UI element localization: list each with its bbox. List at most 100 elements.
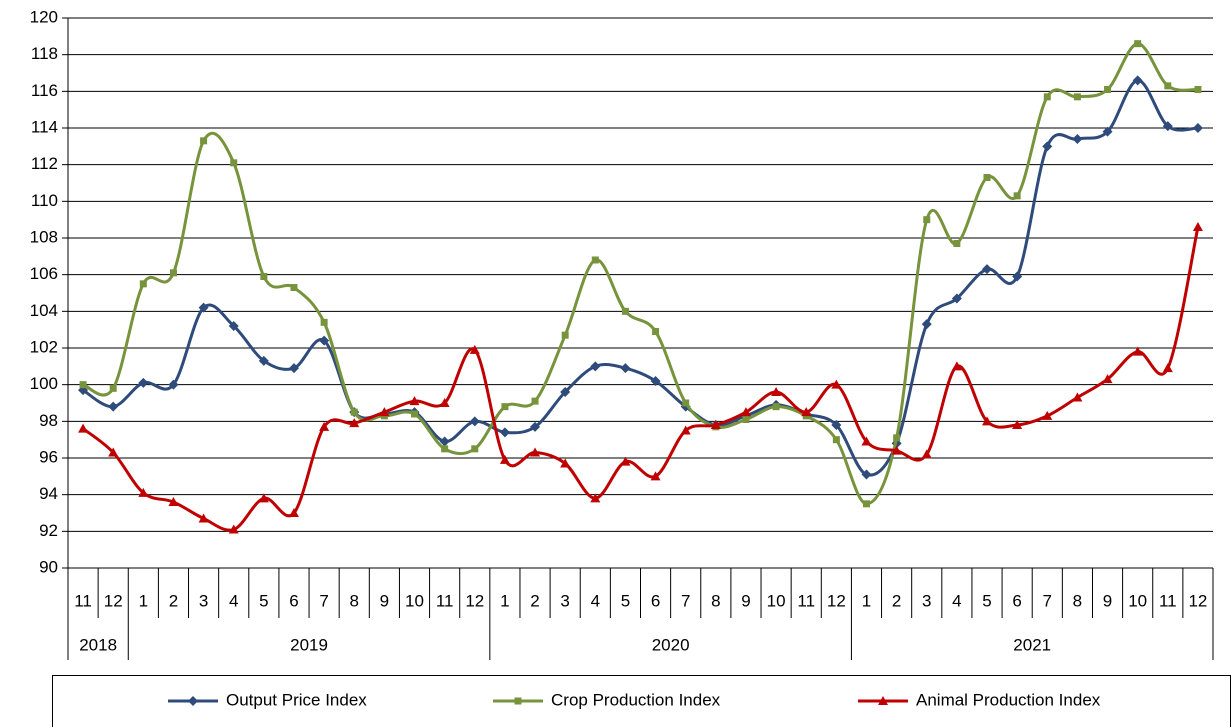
x-tick-label: 11 <box>797 591 815 610</box>
marker <box>801 407 812 417</box>
marker <box>169 269 177 277</box>
marker <box>620 363 631 374</box>
marker <box>560 387 571 397</box>
marker <box>228 321 239 331</box>
marker <box>188 696 198 706</box>
marker <box>861 436 872 446</box>
marker <box>514 697 522 705</box>
marker <box>590 493 601 503</box>
marker <box>530 421 541 432</box>
x-tick-label: 2 <box>892 591 901 610</box>
marker <box>1072 134 1083 144</box>
x-tick-label: 12 <box>104 591 123 610</box>
marker <box>1162 121 1173 132</box>
marker <box>862 500 870 508</box>
marker <box>1043 93 1051 101</box>
y-tick-label: 90 <box>39 557 58 576</box>
marker <box>320 318 328 326</box>
marker <box>1134 40 1142 48</box>
marker <box>893 434 901 442</box>
y-tick-label: 120 <box>30 7 58 26</box>
x-tick-label: 5 <box>259 591 268 610</box>
x-tick-label: 3 <box>199 591 208 610</box>
marker <box>742 416 750 423</box>
y-tick-label: 110 <box>31 191 58 210</box>
x-tick-label: 9 <box>741 591 750 610</box>
marker <box>1013 192 1021 200</box>
y-tick-label: 104 <box>30 301 58 320</box>
y-tick-label: 108 <box>30 227 58 246</box>
marker <box>831 379 842 389</box>
marker <box>921 319 932 330</box>
x-tick-label: 2 <box>530 591 539 610</box>
x-tick-label: 11 <box>436 591 454 610</box>
x-tick-label: 6 <box>289 591 298 610</box>
y-tick-label: 96 <box>39 447 58 466</box>
marker <box>138 487 149 497</box>
marker <box>1042 410 1053 420</box>
marker <box>258 355 269 366</box>
x-tick-label: 1 <box>500 591 509 610</box>
marker <box>1104 86 1112 93</box>
x-tick-label: 8 <box>350 591 359 610</box>
marker <box>951 361 962 371</box>
marker <box>471 445 479 453</box>
marker <box>953 240 961 247</box>
marker <box>409 396 420 406</box>
marker <box>501 403 509 411</box>
x-tick-label: 5 <box>982 591 991 610</box>
marker <box>319 421 330 431</box>
x-group-label: 2018 <box>79 635 117 654</box>
marker <box>923 216 931 224</box>
x-tick-label: 4 <box>229 591 238 610</box>
marker <box>878 696 888 705</box>
marker <box>168 497 179 506</box>
marker <box>710 420 721 429</box>
marker <box>682 399 690 407</box>
marker <box>680 425 691 435</box>
x-tick-label: 1 <box>139 591 148 610</box>
series-line <box>82 226 1200 532</box>
x-tick-label: 4 <box>952 591 961 610</box>
marker <box>982 264 993 275</box>
marker <box>951 293 962 304</box>
x-tick-label: 7 <box>319 591 328 610</box>
x-tick-label: 9 <box>1103 591 1112 610</box>
marker <box>499 454 510 464</box>
marker <box>560 458 571 468</box>
marker <box>499 427 510 438</box>
marker <box>1194 86 1202 93</box>
marker <box>168 379 179 390</box>
marker <box>469 344 480 354</box>
marker <box>138 377 149 388</box>
marker <box>832 436 840 444</box>
marker <box>650 376 661 386</box>
legend-label: Output Price Index <box>226 690 367 709</box>
x-tick-label: 11 <box>74 591 92 610</box>
marker <box>771 387 782 396</box>
marker <box>861 469 872 480</box>
marker <box>1012 271 1023 282</box>
x-group-label: 2019 <box>290 635 328 654</box>
marker <box>469 416 480 427</box>
y-tick-label: 112 <box>31 154 58 173</box>
series-line <box>82 78 1199 477</box>
marker <box>288 508 299 517</box>
marker <box>439 398 450 407</box>
x-tick-label: 3 <box>560 591 569 610</box>
x-group-label: 2021 <box>1013 635 1051 654</box>
marker <box>198 513 209 523</box>
marker <box>1162 363 1173 373</box>
marker <box>1073 93 1081 101</box>
x-group-label: 2020 <box>652 635 690 654</box>
legend-label: Crop Production Index <box>551 690 721 709</box>
marker <box>1192 123 1203 133</box>
marker <box>379 407 390 417</box>
x-tick-label: 12 <box>1188 591 1207 610</box>
x-tick-label: 6 <box>1012 591 1021 610</box>
marker <box>288 363 299 374</box>
x-tick-label: 12 <box>465 591 484 610</box>
marker <box>650 471 661 481</box>
marker <box>350 408 358 416</box>
